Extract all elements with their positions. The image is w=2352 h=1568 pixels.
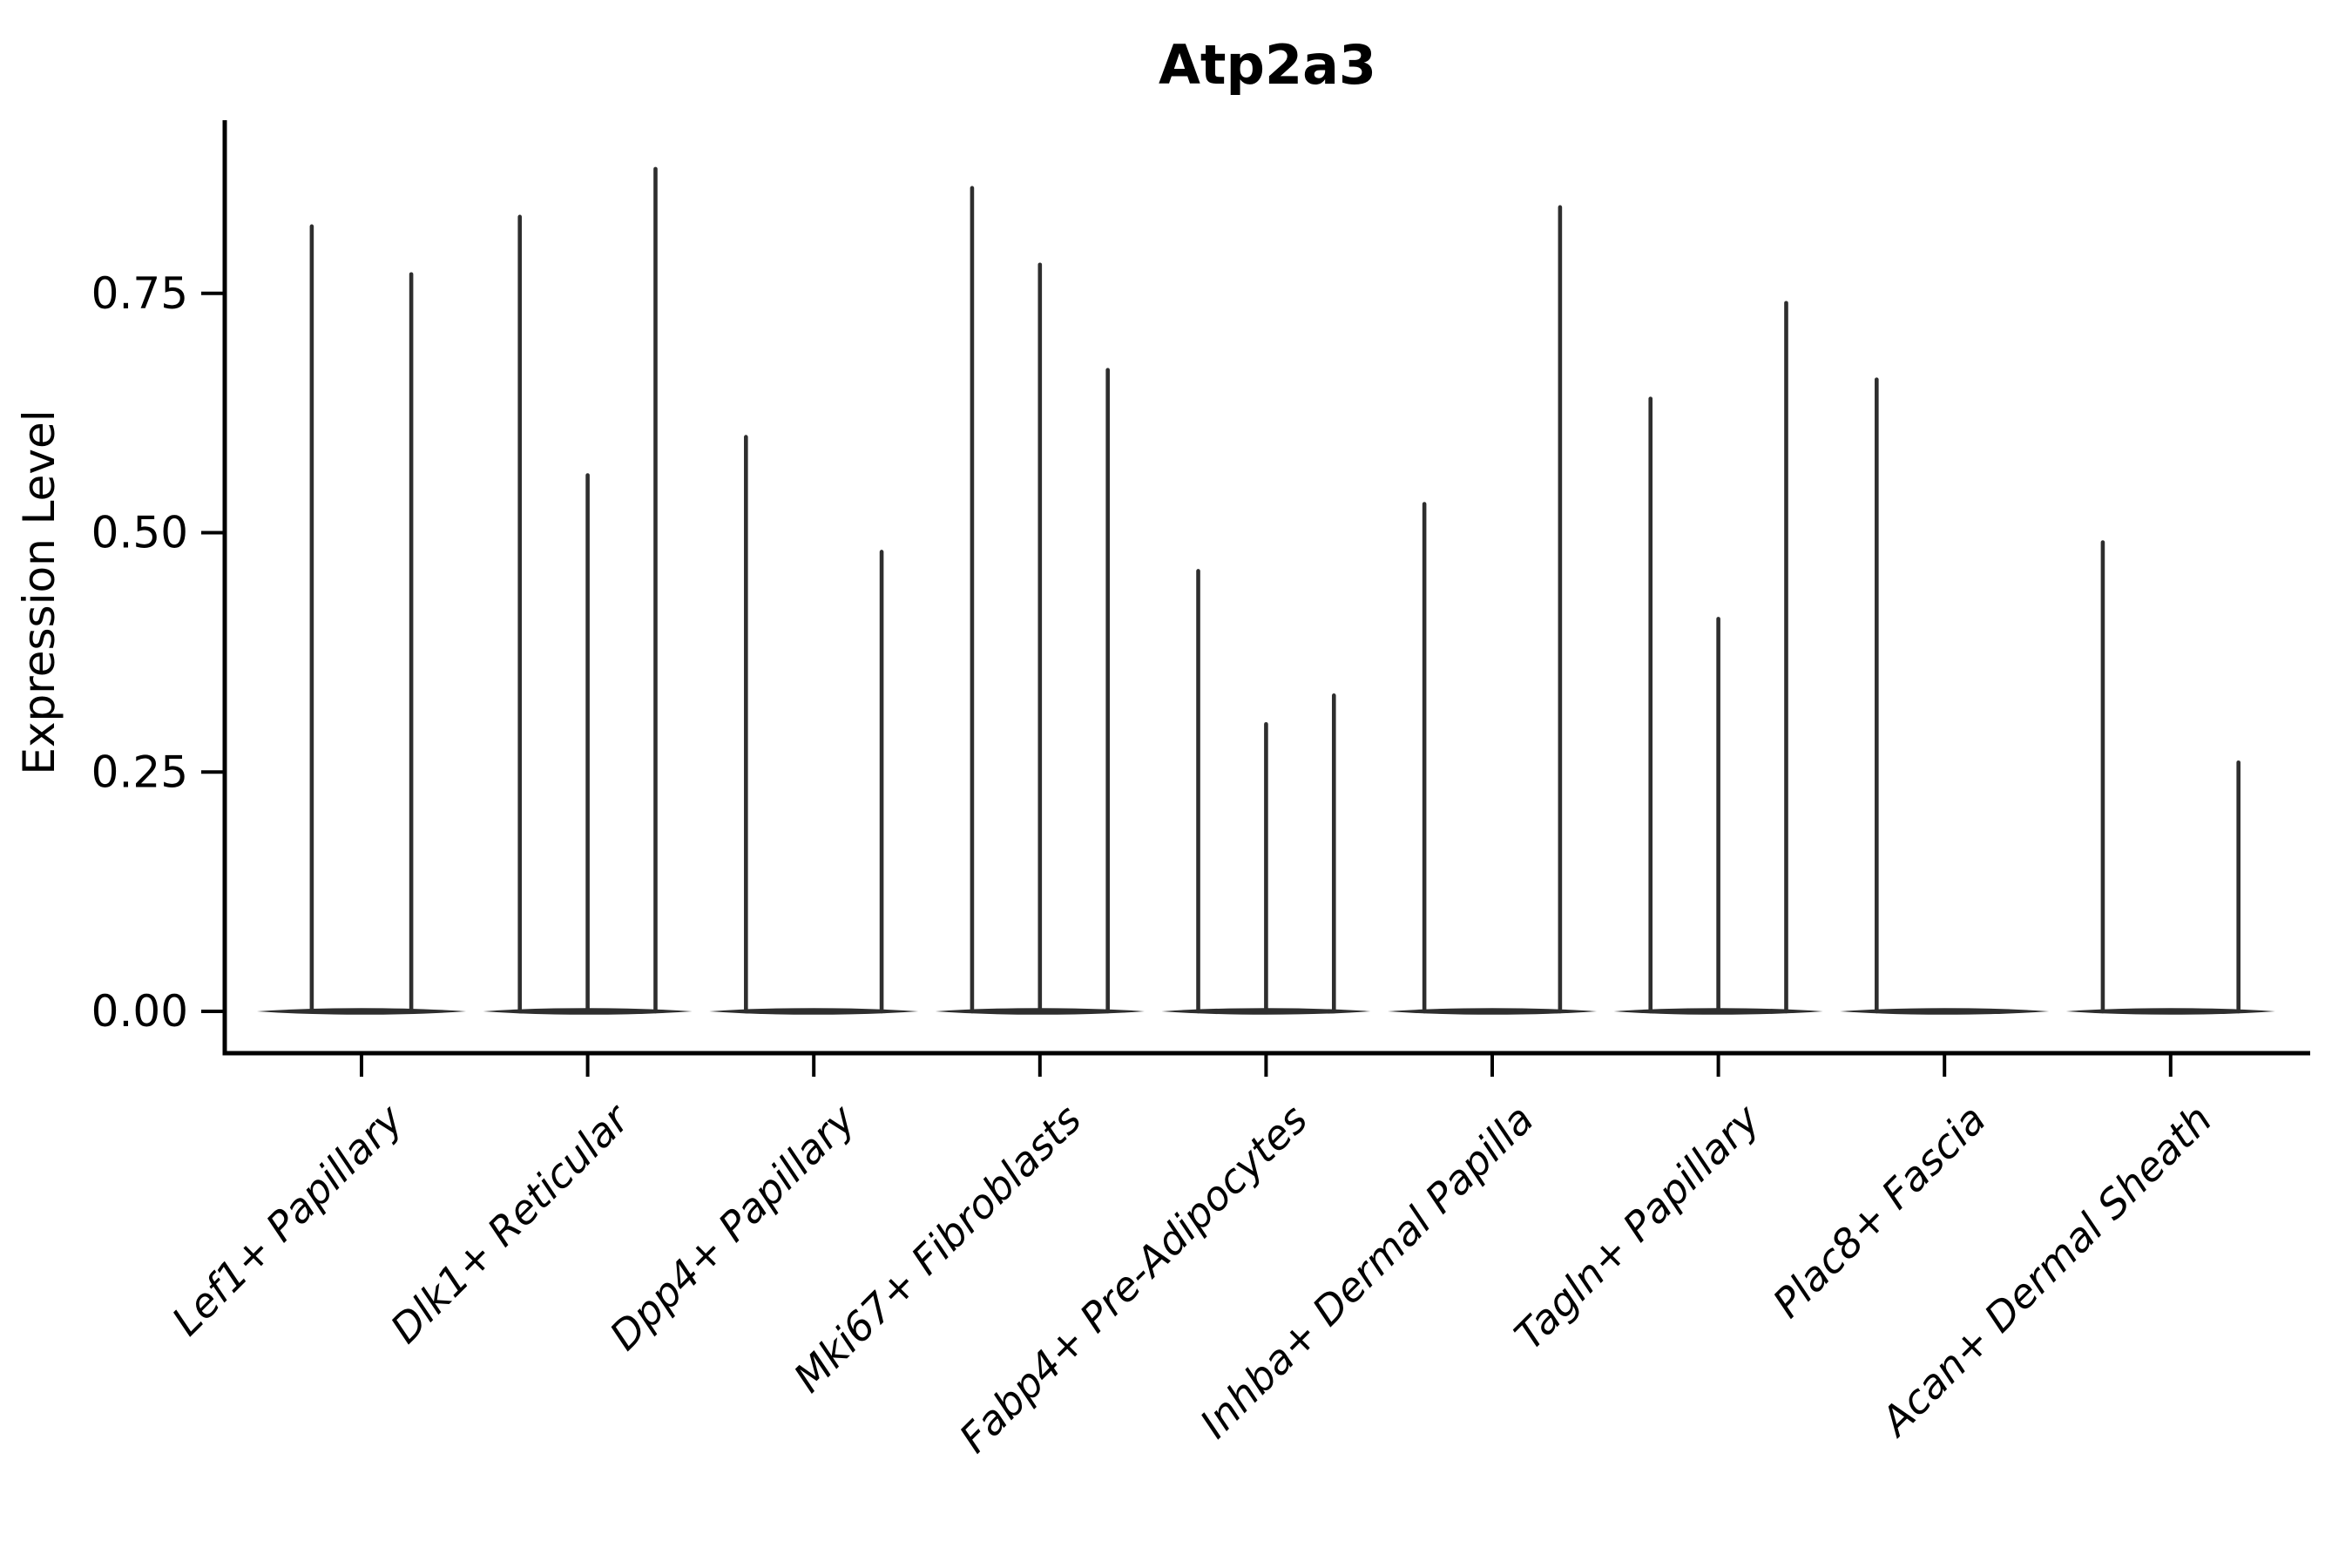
x-axis-ticks [360,1053,2173,1077]
x-tick-label: Dlk1+ Reticular [382,1093,640,1352]
y-tick-label: 0.25 [91,747,188,797]
y-tick-label: 0.50 [91,508,188,558]
violin-group [257,224,466,1015]
violin-base [709,1008,919,1015]
y-axis-ticks: 0.00 0.25 0.50 0.75 [91,268,225,1037]
x-tick-label: Tagln+ Papillary [1505,1095,1769,1359]
violin-base [1388,1008,1597,1015]
violin-group [1388,205,1597,1015]
y-tick-label: 0.75 [91,268,188,319]
plot-title: Atp2a3 [1159,33,1376,97]
x-tick-label: Plac8+ Fascia [1764,1096,1995,1327]
violin-base [257,1008,466,1015]
violin-group [1161,569,1371,1015]
violins [257,166,2275,1015]
violin-base [2065,1008,2275,1015]
y-axis-label: Expression Level [14,409,64,774]
violin-base [1840,1008,2050,1015]
x-tick-label: Lef1+ Papillary [163,1095,412,1344]
x-tick-label: Dpp4+ Papillary [600,1095,864,1359]
violin-group [1840,377,2050,1015]
violin-group [2065,540,2275,1015]
violin-group [1613,301,1823,1015]
violin-group [483,166,693,1015]
violin-group [709,435,919,1015]
violin-group [935,186,1145,1015]
y-tick-label: 0.00 [91,986,188,1037]
